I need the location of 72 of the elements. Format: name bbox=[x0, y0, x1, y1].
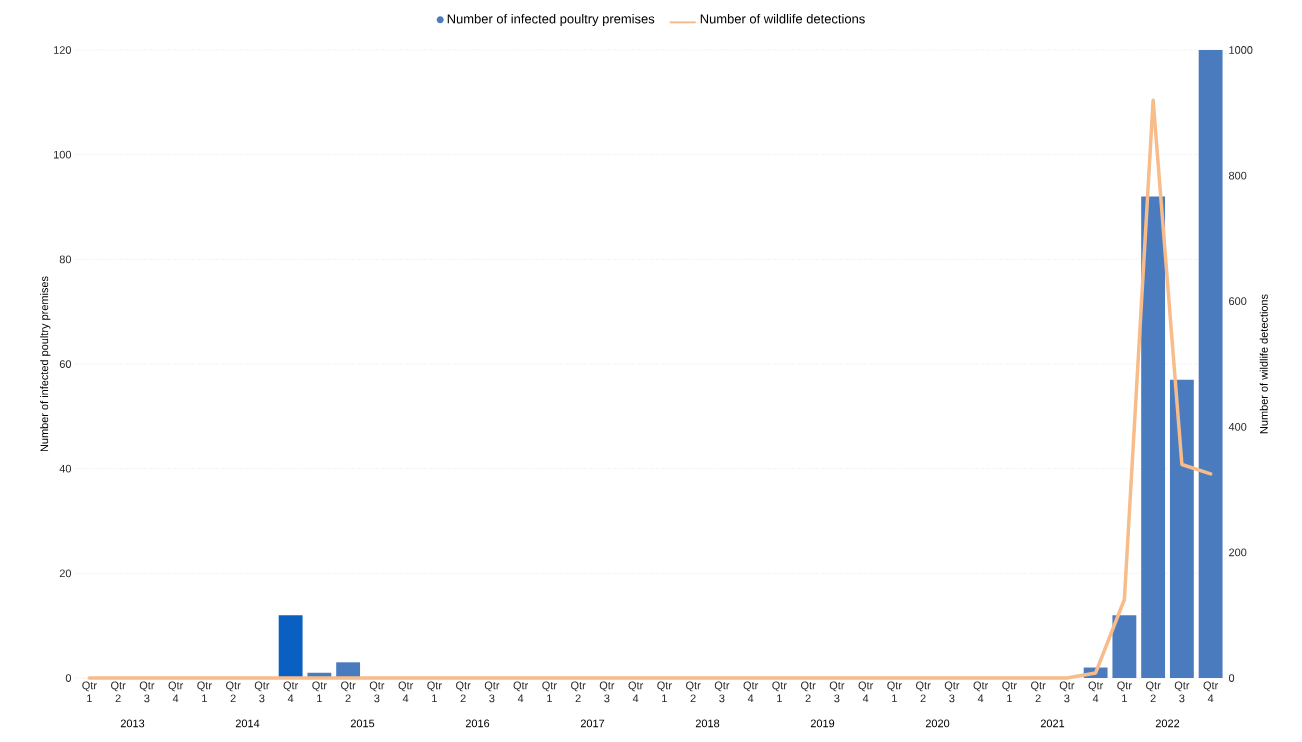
y2-tick-label: 200 bbox=[1229, 548, 1247, 557]
x-tick-label: Qtr 3 bbox=[139, 681, 155, 703]
x-tick-label: Qtr 2 bbox=[341, 681, 356, 703]
x-tick-label: Qtr 4 bbox=[283, 681, 299, 703]
x-tick-label: Qtr 1 bbox=[772, 681, 787, 703]
y2-tick-label: 800 bbox=[1228, 171, 1247, 180]
x-tick-label: Qtr 2 bbox=[801, 681, 816, 703]
bar bbox=[1169, 379, 1194, 678]
legend-label: Number of infected poultry premises bbox=[447, 13, 655, 27]
y-tick-label: 80 bbox=[59, 255, 72, 264]
x-tick-label: Qtr 3 bbox=[599, 681, 615, 703]
bar bbox=[1141, 196, 1166, 678]
y-tick-label: 60 bbox=[59, 360, 72, 368]
x-tick-label: Qtr 3 bbox=[829, 681, 845, 703]
x-tick-label: Qtr 4 bbox=[858, 681, 874, 703]
x-tick-label: Qtr 3 bbox=[1174, 681, 1190, 703]
x-tick-label: Qtr 3 bbox=[484, 681, 500, 703]
legend-label: Number of wildlife detections bbox=[700, 13, 865, 24]
y-tick-label: 100 bbox=[54, 150, 72, 159]
bar bbox=[278, 615, 303, 678]
y-tick-label: 40 bbox=[59, 464, 72, 473]
x-tick-label: Qtr 1 bbox=[82, 681, 97, 703]
x-tick-label: Qtr 4 bbox=[973, 681, 989, 703]
x-tick-label: Qtr 1 bbox=[1117, 681, 1132, 703]
x-tick-label: Qtr 4 bbox=[743, 681, 759, 703]
text: 2017 bbox=[580, 719, 605, 728]
text: 2013 bbox=[120, 719, 145, 728]
y-tick-label: 20 bbox=[59, 569, 72, 578]
x-tick-label: Qtr 4 bbox=[513, 681, 529, 703]
y-tick-label: 120 bbox=[54, 46, 72, 54]
text: 2022 bbox=[1155, 719, 1180, 728]
text: 2020 bbox=[925, 719, 950, 728]
x-tick-label: Qtr 2 bbox=[916, 681, 931, 703]
text: 2015 bbox=[350, 719, 375, 728]
x-tick-label: Qtr 2 bbox=[226, 681, 241, 703]
text: 2019 bbox=[810, 719, 835, 728]
y2-axis-title: Number of wildlife detections bbox=[1259, 294, 1268, 434]
x-tick-label: Qtr 3 bbox=[254, 681, 270, 703]
x-tick-label: Qtr 2 bbox=[456, 681, 471, 703]
x-tick-label: Qtr 1 bbox=[1002, 681, 1017, 703]
y2-tick-label: 400 bbox=[1228, 422, 1247, 431]
bar bbox=[1198, 49, 1223, 678]
x-tick-label: Qtr 4 bbox=[1088, 681, 1104, 703]
x-tick-label: Qtr 3 bbox=[1059, 681, 1075, 703]
y-axis-title: Number of infected poultry premises bbox=[40, 276, 51, 452]
text: 2021 bbox=[1040, 719, 1065, 728]
text: 2016 bbox=[465, 719, 490, 728]
x-tick-label: Qtr 3 bbox=[944, 681, 960, 703]
x-tick-label: Qtr 2 bbox=[1031, 681, 1046, 703]
x-tick-label: Qtr 1 bbox=[657, 681, 672, 703]
text: 2018 bbox=[695, 719, 720, 728]
x-tick-label: Qtr 1 bbox=[312, 681, 327, 703]
x-tick-label: Qtr 1 bbox=[427, 681, 442, 703]
x-tick-label: Qtr 1 bbox=[542, 681, 557, 703]
bar bbox=[1112, 615, 1137, 678]
x-tick-label: Qtr 2 bbox=[686, 681, 701, 703]
y-tick-label: 0 bbox=[65, 674, 72, 682]
x-tick-label: Qtr 2 bbox=[571, 681, 586, 703]
text: 2014 bbox=[235, 719, 260, 728]
y2-tick-label: 1000 bbox=[1229, 46, 1253, 54]
x-tick-label: Qtr 4 bbox=[398, 681, 414, 703]
x-tick-label: Qtr 4 bbox=[628, 681, 644, 703]
x-tick-label: Qtr 4 bbox=[168, 681, 184, 703]
x-tick-label: Qtr 3 bbox=[369, 681, 385, 703]
y2-tick-label: 0 bbox=[1228, 674, 1235, 682]
x-tick-label: Qtr 2 bbox=[1146, 681, 1161, 703]
y2-tick-label: 600 bbox=[1229, 297, 1247, 306]
x-tick-label: Qtr 3 bbox=[714, 681, 730, 703]
x-tick-label: Qtr 2 bbox=[111, 681, 126, 703]
x-tick-label: Qtr 4 bbox=[1203, 681, 1219, 703]
x-tick-label: Qtr 1 bbox=[887, 681, 902, 703]
x-tick-label: Qtr 1 bbox=[197, 681, 212, 703]
